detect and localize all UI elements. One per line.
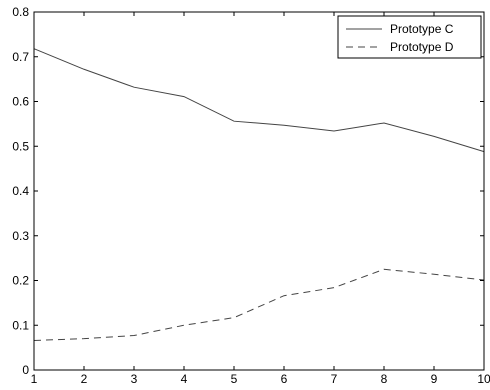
x-tick-label: 1 (31, 372, 38, 385)
x-tick-label: 9 (431, 372, 438, 385)
legend: Prototype C Prototype D (337, 15, 482, 59)
series-line-prototype-d (33, 268, 485, 341)
axes-frame (33, 11, 485, 371)
y-tick-label: 0.7 (12, 50, 29, 64)
series-layer (33, 48, 485, 341)
y-tick-label: 0.1 (12, 318, 29, 332)
legend-label: Prototype C (390, 22, 454, 36)
ticks-layer: 1 2 3 4 5 6 7 8 9 10 0 0.1 0.2 0.3 0.4 0.5 0.6 0.7 0.8 (12, 5, 490, 386)
legend-label: Prototype D (390, 40, 454, 54)
legend-box (337, 15, 482, 59)
y-tick-label: 0.6 (12, 95, 29, 109)
y-tick-label: 0 (22, 363, 29, 377)
y-tick-label: 0.2 (12, 274, 29, 288)
y-tick-label: 0.4 (12, 184, 29, 198)
x-tick-label: 6 (281, 372, 288, 385)
x-tick-label: 8 (381, 372, 388, 385)
x-tick-label: 7 (331, 372, 338, 385)
x-tick-label: 10 (477, 372, 490, 385)
x-tick-label: 4 (181, 372, 188, 385)
x-tick-label: 5 (231, 372, 238, 385)
x-tick-label: 3 (131, 372, 138, 385)
series-line-prototype-c (33, 48, 485, 153)
y-tick-label: 0.5 (12, 139, 29, 153)
y-tick-label: 0.8 (12, 5, 29, 19)
x-tick-label: 2 (81, 372, 88, 385)
y-tick-label: 0.3 (12, 229, 29, 243)
